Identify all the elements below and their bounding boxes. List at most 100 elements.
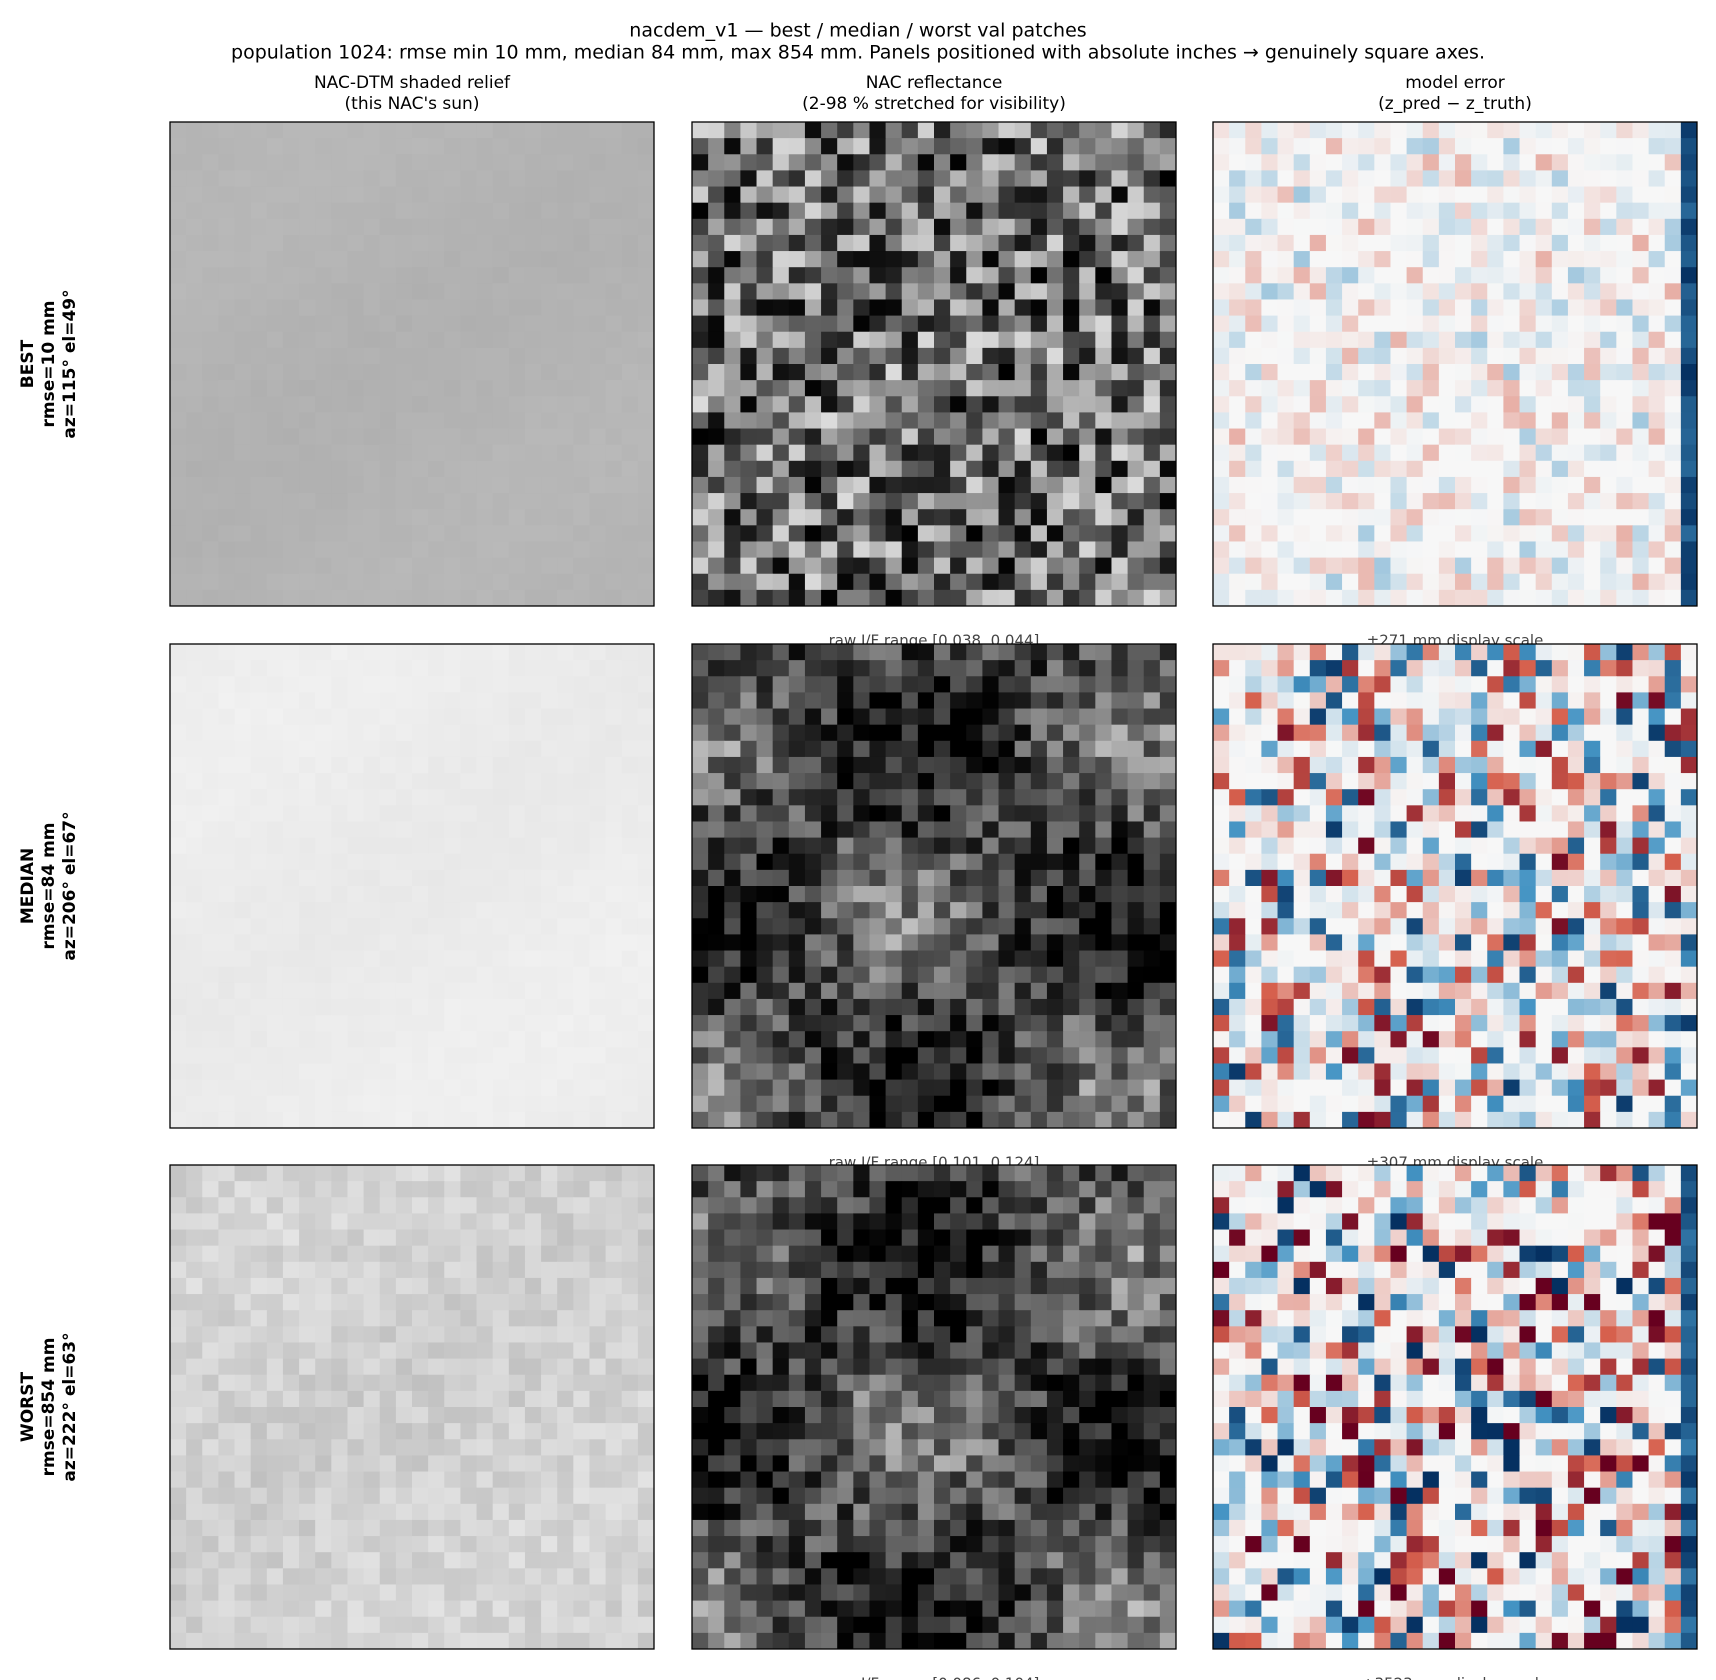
pixel-cell — [1374, 122, 1391, 139]
pixel-cell — [934, 428, 951, 446]
pixel-cell — [1325, 299, 1343, 317]
pixel-cell — [1390, 644, 1408, 661]
pixel-cell — [1079, 122, 1096, 139]
pixel-cell — [1616, 234, 1633, 252]
pixel-cell — [1245, 821, 1262, 839]
pixel-cell — [282, 347, 300, 365]
pixel-cell — [966, 589, 983, 607]
pixel-cell — [837, 644, 854, 661]
pixel-cell — [1309, 708, 1327, 726]
pixel-cell — [508, 347, 526, 365]
pixel-cell — [1567, 218, 1585, 236]
pixel-cell — [1127, 573, 1145, 591]
pixel-cell — [186, 396, 203, 413]
pixel-cell — [1422, 541, 1440, 559]
pixel-cell — [476, 1095, 494, 1113]
pixel-cell — [756, 331, 774, 349]
pixel-cell — [331, 1079, 348, 1097]
pixel-cell — [460, 218, 478, 236]
pixel-cell — [1600, 573, 1617, 591]
pixel-cell — [950, 644, 967, 661]
pixel-cell — [186, 364, 203, 381]
pixel-cell — [885, 918, 903, 935]
pixel-cell — [508, 299, 526, 317]
pixel-cell — [1046, 998, 1064, 1016]
pixel-cell — [1014, 428, 1032, 446]
pixel-cell — [1438, 557, 1456, 575]
pixel-cell — [1159, 428, 1177, 446]
pixel-cell — [557, 869, 574, 887]
pixel-cell — [853, 805, 870, 822]
pixel-cell — [1063, 1015, 1080, 1032]
pixel-cell — [1406, 773, 1424, 790]
pixel-cell — [476, 708, 494, 726]
pixel-cell — [1079, 380, 1096, 397]
pixel-cell — [315, 444, 332, 462]
pixel-cell — [869, 837, 887, 855]
pixel-cell — [170, 170, 187, 188]
pixel-cell — [218, 444, 236, 462]
pixel-cell — [1664, 805, 1682, 822]
pixel-cell — [412, 966, 429, 984]
pixel-cell — [186, 541, 203, 559]
pixel-cell — [885, 283, 903, 300]
pixel-cell — [1030, 886, 1048, 903]
pixel-cell — [476, 573, 494, 591]
pixel-cell — [460, 660, 478, 677]
pixel-cell — [170, 557, 187, 575]
pixel-cell — [266, 934, 284, 952]
pixel-cell — [1309, 493, 1327, 510]
pixel-cell — [412, 283, 429, 300]
pixel-cell — [804, 1015, 822, 1032]
pixel-cell — [869, 869, 887, 887]
pixel-cell — [998, 1063, 1016, 1081]
pixel-cell — [837, 202, 854, 220]
pixel-cell — [1648, 170, 1666, 188]
pixel-cell — [788, 493, 806, 510]
pixel-cell — [428, 1079, 445, 1097]
pixel-cell — [541, 234, 558, 252]
pixel-cell — [589, 950, 607, 968]
pixel-cell — [1600, 460, 1617, 478]
pixel-cell — [234, 251, 252, 268]
pixel-cell — [1455, 186, 1472, 204]
pixel-cell — [637, 138, 655, 155]
pixel-cell — [853, 234, 870, 252]
pixel-cell — [1567, 756, 1585, 774]
pixel-cell — [1127, 1079, 1145, 1097]
pixel-cell — [1632, 122, 1650, 139]
pixel-cell — [998, 444, 1016, 462]
pixel-cell — [934, 444, 951, 462]
pixel-cell — [1664, 170, 1682, 188]
pixel-cell — [1030, 1095, 1048, 1113]
pixel-cell — [282, 708, 300, 726]
pixel-cell — [1245, 444, 1262, 462]
pixel-cell — [1487, 789, 1504, 806]
pixel-cell — [299, 396, 316, 413]
pixel-cell — [428, 886, 445, 903]
pixel-cell — [541, 805, 558, 822]
pixel-cell — [950, 773, 967, 790]
pixel-cell — [804, 998, 822, 1016]
pixel-cell — [1127, 234, 1145, 252]
pixel-cell — [637, 218, 655, 236]
pixel-cell — [885, 1095, 903, 1113]
pixel-cell — [1551, 138, 1569, 155]
pixel-cell — [1325, 283, 1343, 300]
pixel-cell — [1309, 347, 1327, 365]
pixel-cell — [692, 380, 709, 397]
pixel-cell — [1143, 1095, 1161, 1113]
pixel-cell — [1159, 234, 1177, 252]
pixel-cell — [1342, 412, 1359, 430]
pixel-cell — [1358, 283, 1375, 300]
pixel-cell — [804, 509, 822, 526]
pixel-cell — [1600, 708, 1617, 726]
pixel-cell — [901, 380, 919, 397]
pixel-cell — [379, 660, 397, 677]
pixel-cell — [1014, 331, 1032, 349]
pixel-cell — [363, 493, 381, 510]
pixel-cell — [541, 396, 558, 413]
pixel-cell — [901, 541, 919, 559]
pixel-cell — [1390, 170, 1408, 188]
pixel-cell — [331, 773, 348, 790]
